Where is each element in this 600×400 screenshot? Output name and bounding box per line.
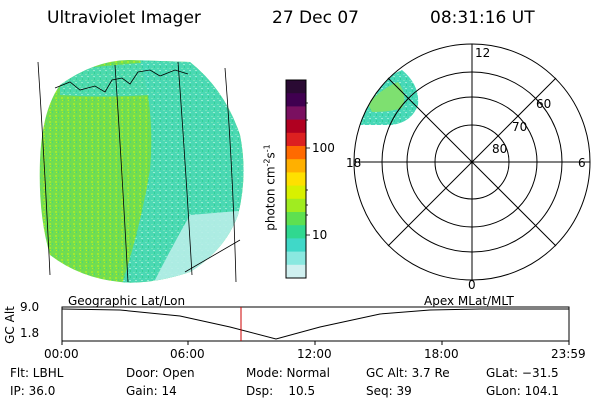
- colorbar-segment: [286, 238, 306, 253]
- colorbar-ticks: [306, 102, 310, 236]
- colorbar-segment: [286, 106, 306, 121]
- colorbar-segment: [286, 212, 306, 226]
- altitude-curve: [61, 308, 569, 340]
- timeline-y-label: GC Alt: [3, 306, 17, 344]
- colorbar-tick-10: 10: [312, 228, 328, 242]
- mlt-label-18: 18: [346, 156, 362, 170]
- mlt-label-0: 0: [468, 278, 476, 292]
- x-tick-2359: 23:59: [551, 347, 586, 361]
- colorbar-segment: [286, 264, 306, 279]
- mlt-label-6: 6: [578, 156, 586, 170]
- colorbar-segment: [286, 159, 306, 173]
- colorbar-segment: [286, 132, 306, 147]
- timeline-left-title: Geographic Lat/Lon: [68, 294, 186, 308]
- colorbar-segment: [286, 119, 306, 134]
- colorbar-segment: [286, 198, 306, 213]
- colorbar-segment: [286, 80, 306, 94]
- colorbar-segment: [286, 225, 306, 239]
- ip-status: IP: 36.0: [10, 384, 56, 398]
- colorbar-unit-exp2: -1: [262, 144, 272, 153]
- date-label: 27 Dec 07: [272, 8, 359, 28]
- colorbar-segment: [286, 93, 306, 107]
- timeline-plot: [61, 306, 570, 345]
- colorbar-segment: [286, 251, 306, 266]
- lat-label-70: 70: [512, 120, 528, 134]
- x-tick-1200: 12:00: [297, 347, 332, 361]
- colorbar-unit-text: photon cm: [263, 166, 278, 231]
- time-label: 08:31:16 UT: [430, 8, 535, 28]
- colorbar-segment: [286, 185, 306, 200]
- glon-status: GLon: 104.1: [486, 384, 559, 398]
- x-tick-0000: 00:00: [44, 347, 79, 361]
- earth-disc-image: [39, 60, 244, 283]
- x-tick-0600: 06:00: [170, 347, 205, 361]
- timeline-y-tick-min: 1.8: [20, 326, 40, 340]
- seq-status: Seq: 39: [366, 384, 412, 398]
- lat-label-60: 60: [536, 97, 552, 111]
- timeline-right-title: Apex MLat/MLT: [424, 294, 514, 308]
- colorbar-tick-100: 100: [312, 141, 335, 155]
- colorbar: [285, 79, 307, 279]
- dsp-status: Dsp: 10.5: [246, 384, 316, 398]
- glat-status: GLat: −31.5: [486, 366, 559, 380]
- timeline-y-tick-max: 9.0: [20, 300, 40, 314]
- colorbar-unit-exp1: -2: [262, 158, 272, 167]
- instrument-title: Ultraviolet Imager: [47, 8, 201, 28]
- colorbar-border: [285, 79, 307, 279]
- coastline: [54, 69, 189, 93]
- lat-label-80: 80: [492, 142, 508, 156]
- gain-status: Gain: 14: [126, 384, 177, 398]
- x-tick-1800: 18:00: [424, 347, 459, 361]
- colorbar-segment: [286, 172, 306, 187]
- colorbar-segment: [286, 146, 306, 160]
- door-status: Door: Open: [126, 366, 195, 380]
- colorbar-unit-label: photon cm-2s-1: [263, 108, 278, 268]
- gc-alt-status: GC Alt: 3.7 Re: [366, 366, 450, 380]
- polar-plot: [353, 43, 591, 281]
- mlt-label-12: 12: [475, 46, 491, 60]
- meridian-lines: [37, 61, 241, 283]
- mode-status: Mode: Normal: [246, 366, 330, 380]
- colorbar-unit-s: s: [263, 152, 278, 159]
- filter-status: Flt: LBHL: [10, 366, 64, 380]
